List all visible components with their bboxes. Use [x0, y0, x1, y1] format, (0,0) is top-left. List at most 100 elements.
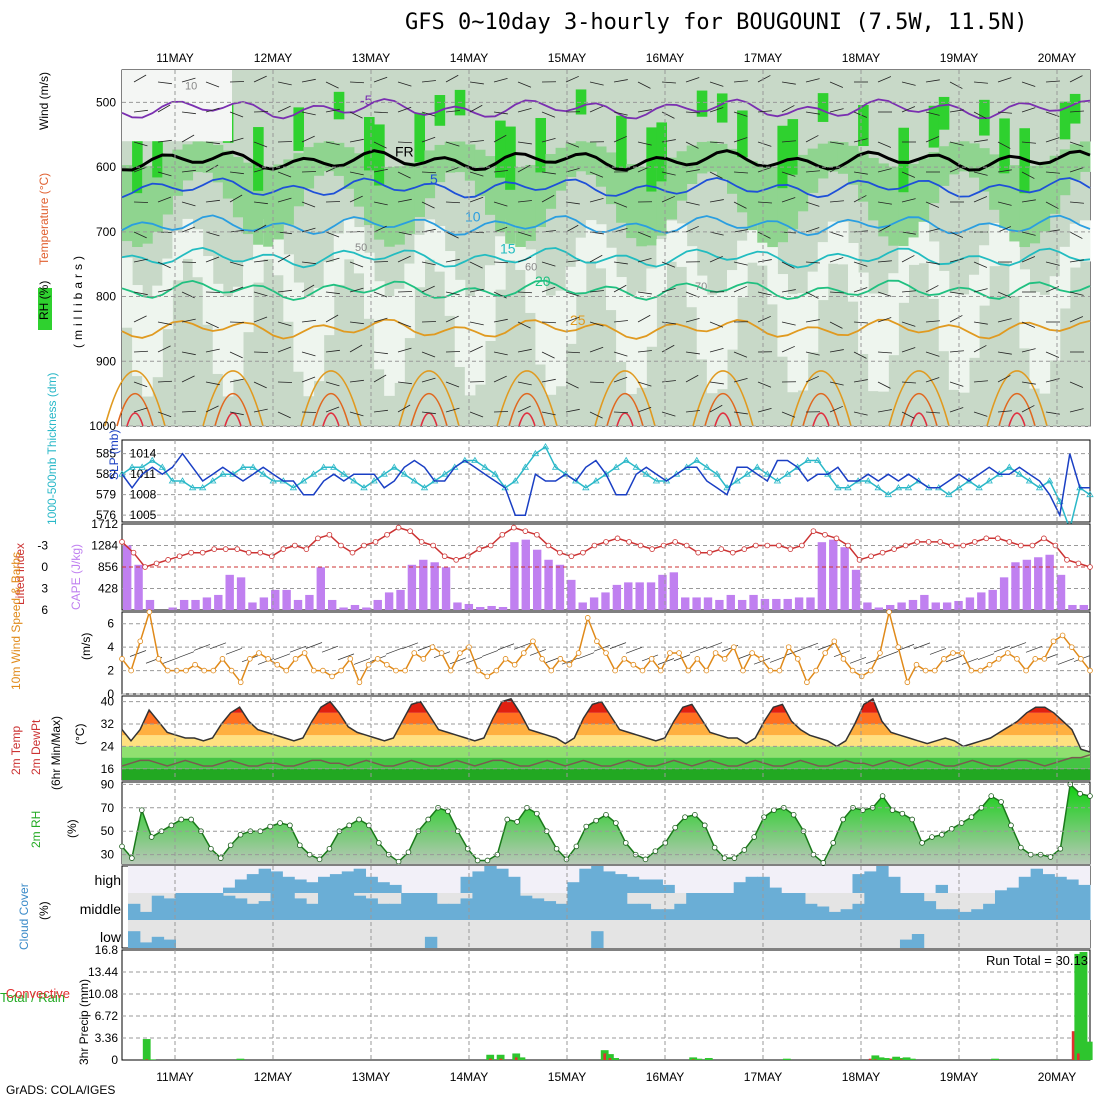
rh-mid-patch: [868, 157, 879, 221]
cape-bar: [430, 562, 439, 610]
wind-barb: [541, 286, 556, 293]
wind-barb: [517, 321, 531, 329]
cape-li-plot: -3 0 3 6 428 856 1284 1712 Lifted Index CAPE (J/k…: [13, 517, 1093, 617]
li-label: Lifted Index: [13, 543, 27, 605]
rh-light-patch: [192, 229, 204, 278]
wind10-point: [648, 656, 655, 662]
lifted-index-point: [787, 546, 794, 552]
cloud-bar: [484, 893, 497, 920]
rh2m-point: [534, 810, 540, 817]
li-tick: -3: [37, 539, 48, 553]
warm-contour: [496, 370, 558, 427]
rh-high-patch: [535, 117, 546, 173]
cloud-bar: [911, 893, 925, 920]
rh-mid-patch: [666, 157, 678, 220]
top-day-label: 20MAY: [1038, 51, 1076, 65]
wind-barb: [493, 111, 508, 115]
temperature-contour-label: -5: [360, 92, 373, 108]
wind-barb: [445, 166, 460, 173]
wind10-barb: [1057, 658, 1075, 665]
wind-barb: [589, 290, 604, 293]
warm-contour: [300, 370, 362, 427]
rh-mid-patch: [1049, 155, 1061, 214]
temperature-contour-label: 5: [430, 171, 438, 187]
rh-light-patch: [737, 240, 748, 298]
wind-barb: [877, 351, 892, 354]
wind-barb: [997, 375, 1011, 383]
wind-barb: [565, 316, 580, 323]
wind-barb: [541, 111, 556, 118]
wind-barb: [733, 351, 748, 358]
wind-barb: [829, 381, 844, 386]
rh-mid-patch: [1029, 165, 1041, 244]
wind-barb: [757, 259, 772, 263]
rh-light-patch: [293, 282, 304, 372]
wind-barb: [349, 287, 364, 293]
thickness-point: [632, 463, 640, 470]
cloud-row-label: high: [95, 872, 121, 888]
wind-barb: [469, 171, 484, 177]
cape-bar: [669, 572, 679, 610]
wind-barb: [445, 407, 460, 413]
thickness-point: [773, 477, 782, 484]
cloud-bar: [128, 931, 141, 948]
wind10-point: [721, 656, 728, 662]
wind-barb: [517, 141, 532, 145]
rh2m-point: [267, 823, 273, 830]
rh-mid-patch: [384, 166, 395, 247]
cloud-bar: [662, 884, 675, 893]
cloud-bar: [626, 903, 640, 920]
wind10-barb: [1009, 642, 1027, 649]
wind-barb: [253, 75, 267, 83]
rh-light-patch: [172, 230, 183, 281]
cape-bar: [897, 602, 906, 610]
cloud-bar: [745, 893, 758, 920]
cloud-bar: [306, 903, 319, 920]
wind10-barb: [929, 648, 947, 655]
thickness-point: [551, 463, 560, 470]
lifted-index-point: [799, 542, 805, 549]
wind-barb: [925, 285, 939, 293]
wind-barb: [805, 291, 819, 299]
cape-bar: [965, 597, 975, 610]
wind-barb: [133, 109, 148, 113]
wind-barb: [325, 231, 340, 238]
rh-light-patch: [656, 239, 667, 295]
rh-mid-patch: [1079, 141, 1091, 172]
precip-total-bar: [142, 1039, 151, 1060]
cloud-bar: [270, 871, 283, 893]
rh-light-patch: [989, 222, 1000, 267]
rh-mid-patch: [969, 143, 980, 178]
rh-light-patch: [394, 288, 405, 383]
rh2m-point: [119, 843, 125, 850]
cape-bar: [703, 597, 713, 610]
lifted-index-point: [948, 542, 955, 549]
wind-barb: [253, 167, 268, 173]
thickness-point: [481, 463, 489, 470]
temperature-contour-label: 20: [535, 273, 551, 289]
cloud-bar: [282, 876, 295, 893]
wind10-point: [822, 650, 828, 656]
wind-barb: [493, 170, 508, 173]
wind-barb: [733, 137, 748, 143]
temp-unit: (°C): [73, 724, 87, 745]
thickness-point: [834, 484, 842, 491]
rh-light-patch: [1049, 276, 1061, 361]
wind10-point: [1087, 667, 1093, 674]
cloud-bar: [496, 868, 509, 893]
cloud-bar: [603, 893, 616, 920]
wind-barb: [853, 111, 868, 118]
rh-light-patch: [747, 221, 758, 263]
wind-barb: [445, 141, 460, 147]
thickness-point: [360, 484, 368, 491]
wind10-point: [502, 656, 509, 662]
wind-barb: [997, 141, 1011, 149]
wind10-point: [813, 667, 819, 674]
thickness-point: [188, 484, 197, 491]
wind-barb: [325, 291, 340, 295]
wind-barb: [733, 411, 748, 415]
cape-bar: [191, 599, 200, 610]
wind-barb: [517, 405, 531, 413]
cape-bar: [305, 594, 314, 610]
cape-bar: [840, 547, 849, 610]
